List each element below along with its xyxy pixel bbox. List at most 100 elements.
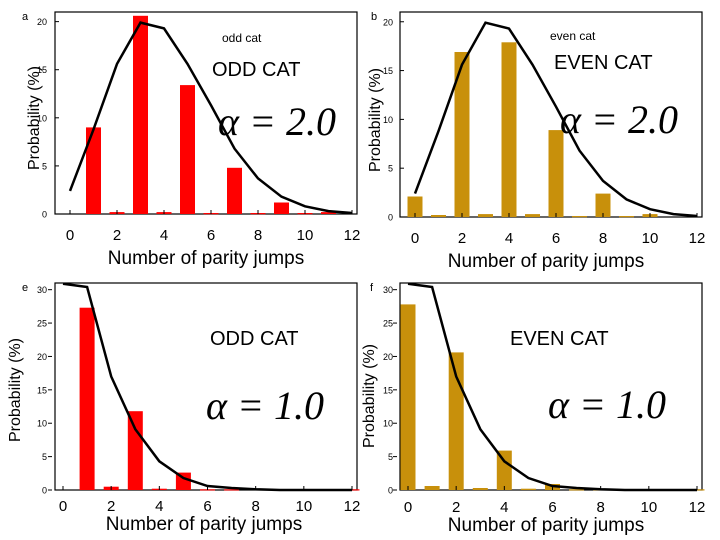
alpha-label: α = 1.0: [206, 383, 324, 428]
envelope-curve: [68, 21, 353, 215]
x-tick-label: 2: [113, 227, 121, 244]
y-tick-label: 15: [383, 385, 393, 395]
y-tick-label: 0: [42, 210, 47, 220]
x-tick-label: 8: [251, 498, 259, 515]
x-axis-label: Number of parity jumps: [448, 515, 644, 536]
bar: [525, 214, 540, 217]
x-tick-label: 4: [500, 499, 508, 516]
y-tick-label: 25: [383, 319, 393, 329]
x-tick-label: 8: [254, 227, 262, 244]
y-tick-label: 15: [383, 66, 393, 76]
inner-label: odd cat: [222, 31, 262, 45]
x-tick-label: 6: [552, 230, 560, 247]
y-tick-label: 0: [42, 486, 47, 496]
bar-group: [79, 307, 360, 491]
inner-label: even cat: [550, 29, 596, 43]
panel-f: 0 2 4 6 8 10 12 0 5 10 15 20 25 30 f EVEN CAT α = 1.0…: [361, 282, 705, 536]
y-tick-label: 5: [42, 452, 47, 462]
y-tick-label: 30: [383, 285, 393, 295]
y-axis-label: Probability (%): [367, 68, 384, 172]
panel-label: a: [22, 11, 29, 23]
x-tick-label: 8: [596, 499, 604, 516]
x-tick-label: 10: [640, 499, 657, 516]
y-tick-label: 20: [383, 352, 393, 362]
bar: [501, 42, 517, 217]
y-tick-label: 20: [383, 17, 393, 27]
alpha-label: α = 2.0: [218, 99, 336, 144]
bar: [274, 202, 289, 214]
y-tick-label: 10: [383, 115, 393, 125]
bar: [431, 215, 446, 217]
y-tick-label: 0: [388, 486, 393, 496]
panel-b: 0 2 4 6 8 10 12 0 5 10 15 20 b even cat EVEN CAT α …: [367, 11, 705, 272]
x-tick-label: 12: [344, 498, 361, 515]
y-tick-label: 5: [388, 164, 393, 174]
alpha-label: α = 1.0: [548, 382, 666, 427]
x-tick-label: 2: [452, 499, 460, 516]
bar: [472, 488, 488, 490]
y-axis-label: Probability (%): [361, 344, 378, 448]
panel-label: e: [22, 282, 28, 294]
y-tick-label: 25: [37, 319, 47, 329]
x-tick-label: 0: [66, 227, 74, 244]
y-tick-label: 5: [388, 452, 393, 462]
bar: [572, 216, 587, 218]
envelope-curve: [407, 282, 697, 492]
cat-caption: EVEN CAT: [554, 52, 653, 74]
bar: [180, 85, 195, 214]
bar: [133, 15, 148, 214]
x-tick-label: 10: [297, 227, 314, 244]
y-axis-label: Probability (%): [26, 66, 43, 170]
x-axis-label: Number of parity jumps: [108, 248, 304, 269]
envelope-curve: [413, 21, 698, 218]
x-tick-label: 12: [344, 227, 361, 244]
y-tick-label: 20: [37, 352, 47, 362]
x-tick-label: 8: [599, 230, 607, 247]
y-tick-label: 10: [37, 419, 47, 429]
x-tick-label: 10: [295, 498, 312, 515]
cat-caption: EVEN CAT: [510, 328, 609, 350]
panel-label: b: [371, 11, 377, 23]
x-tick-label: 10: [642, 230, 659, 247]
bar: [595, 193, 611, 217]
alpha-label: α = 2.0: [560, 97, 678, 142]
bar: [496, 450, 512, 490]
bar: [478, 214, 493, 217]
x-axis-label: Number of parity jumps: [106, 514, 302, 535]
y-tick-label: 30: [37, 285, 47, 295]
bar: [454, 52, 470, 217]
bar: [224, 489, 240, 491]
bar: [424, 486, 440, 490]
envelope-curve: [62, 282, 352, 492]
x-tick-label: 4: [160, 227, 168, 244]
x-tick-label: 4: [505, 230, 513, 247]
y-tick-label: 0: [388, 213, 393, 223]
y-tick-label: 15: [37, 385, 47, 395]
tick-group: 0 2 4 6 8 10 12 0 5 10 15 20: [383, 17, 705, 247]
bar: [569, 489, 585, 491]
x-tick-label: 2: [458, 230, 466, 247]
x-tick-label: 2: [107, 498, 115, 515]
bar: [79, 307, 95, 490]
y-tick-label: 10: [37, 113, 47, 123]
bar: [321, 212, 336, 214]
x-tick-label: 6: [548, 499, 556, 516]
x-tick-label: 0: [411, 230, 419, 247]
x-tick-label: 6: [207, 227, 215, 244]
bar: [227, 167, 242, 214]
tick-group: 0 2 4 6 8 10 12 0 5 10 15 20: [37, 17, 360, 244]
y-tick-label: 10: [383, 419, 393, 429]
bar-group: [407, 42, 658, 218]
bar: [548, 130, 564, 217]
x-tick-label: 0: [59, 498, 67, 515]
cat-caption: ODD CAT: [210, 328, 299, 350]
bar: [400, 304, 416, 490]
x-tick-label: 4: [155, 498, 163, 515]
x-axis-label: Number of parity jumps: [448, 251, 644, 272]
panel-label: f: [370, 282, 374, 294]
cat-caption: ODD CAT: [212, 59, 301, 81]
bar: [127, 411, 143, 490]
x-tick-label: 6: [203, 498, 211, 515]
